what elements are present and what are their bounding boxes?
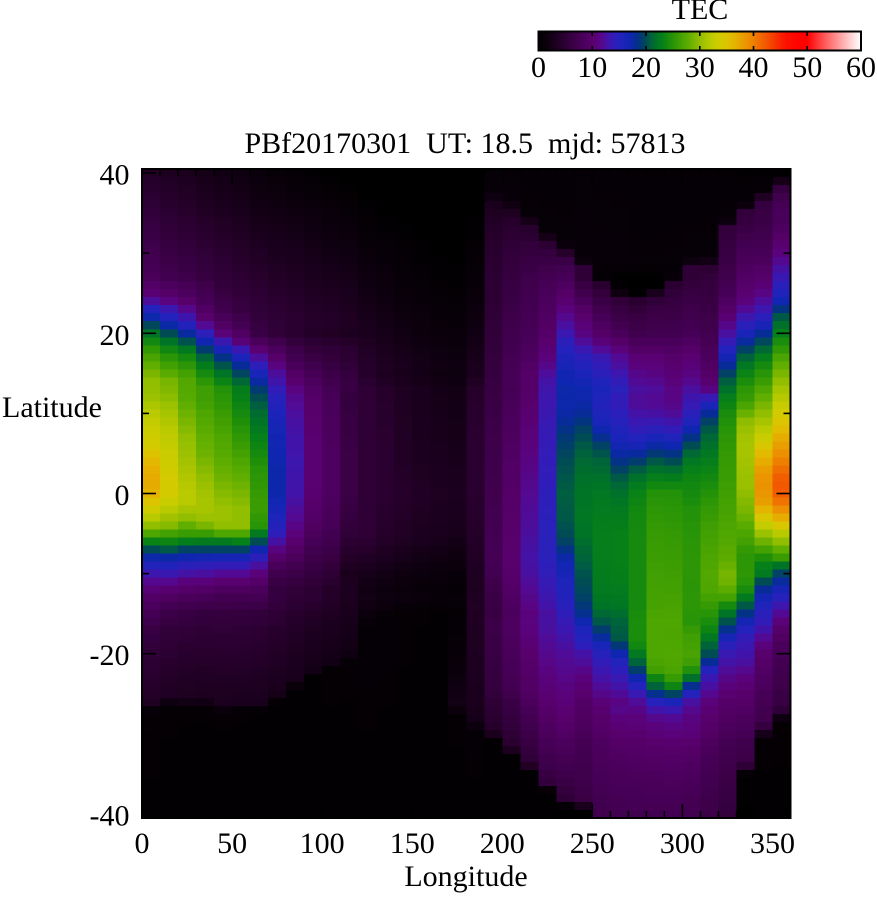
svg-text:PBf20170301 UT: 18.5 mjd: 57: PBf20170301 UT: 18.5 mjd: 57813	[244, 127, 685, 160]
svg-text:0: 0	[115, 479, 130, 512]
svg-text:10: 10	[577, 51, 607, 84]
svg-text:50: 50	[217, 827, 247, 860]
svg-text:250: 250	[570, 827, 615, 860]
svg-text:20: 20	[100, 319, 130, 352]
svg-text:60: 60	[846, 51, 876, 84]
svg-text:150: 150	[390, 827, 435, 860]
svg-text:-20: -20	[90, 639, 130, 672]
svg-text:40: 40	[739, 51, 769, 84]
svg-text:Longitude: Longitude	[404, 860, 527, 893]
svg-text:350: 350	[750, 827, 795, 860]
svg-text:20: 20	[631, 51, 661, 84]
svg-text:0: 0	[531, 51, 546, 84]
svg-text:40: 40	[100, 159, 130, 192]
svg-text:Latitude: Latitude	[2, 391, 102, 424]
svg-text:-40: -40	[90, 800, 130, 833]
svg-text:30: 30	[685, 51, 715, 84]
svg-text:200: 200	[480, 827, 525, 860]
svg-text:TEC: TEC	[672, 0, 729, 26]
svg-text:100: 100	[300, 827, 345, 860]
svg-text:0: 0	[135, 827, 150, 860]
svg-text:300: 300	[660, 827, 705, 860]
svg-text:50: 50	[792, 51, 822, 84]
